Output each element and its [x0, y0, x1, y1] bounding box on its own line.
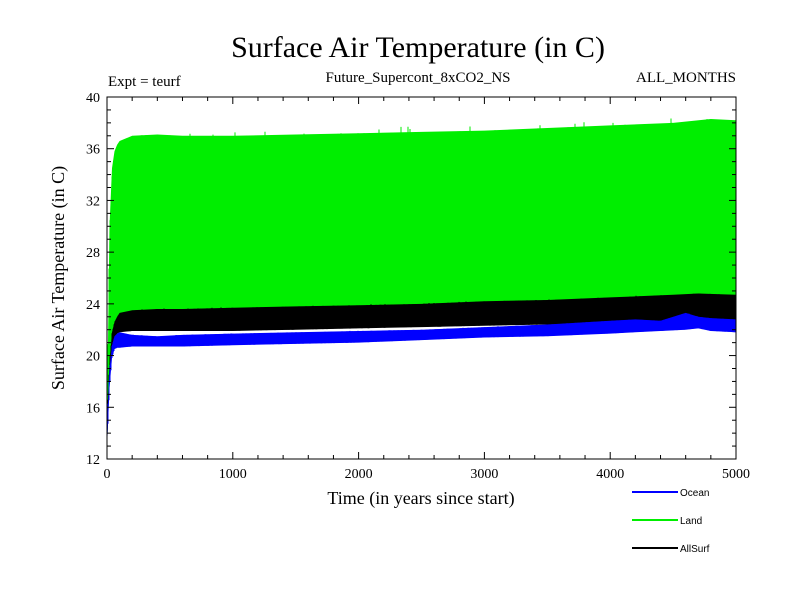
y-axis-label: Surface Air Temperature (in C) [48, 166, 69, 390]
x-axis-label: Time (in years since start) [327, 488, 514, 509]
y-tick-label: 20 [86, 350, 100, 365]
legend-label-ocean: Ocean [680, 488, 709, 499]
chart-title: Surface Air Temperature (in C) [231, 31, 605, 64]
axis-ticks-group: 0 1000 2000 3000 4000 5000 12 16 20 24 28 32 36 40 [86, 91, 750, 482]
series-ocean [106, 312, 737, 449]
y-tick-label: 28 [86, 246, 100, 261]
x-tick-label: 1000 [219, 467, 247, 482]
chart-subtitle-right: ALL_MONTHS [636, 70, 736, 86]
series-allsurf-trace [106, 293, 737, 447]
chart-subtitle-left: Expt = teurf [108, 74, 181, 90]
series-ocean-trace [106, 313, 737, 449]
legend: Ocean Land AllSurf [632, 488, 710, 555]
x-tick-label: 2000 [345, 467, 373, 482]
y-tick-label: 36 [86, 143, 100, 158]
y-tick-label: 12 [86, 453, 100, 468]
x-tick-label: 3000 [470, 467, 498, 482]
series-allsurf [106, 293, 737, 448]
series-land [106, 118, 737, 447]
plot-series-group [106, 118, 737, 449]
legend-label-land: Land [680, 516, 702, 527]
legend-label-allsurf: AllSurf [680, 544, 710, 555]
y-tick-label: 32 [86, 194, 100, 209]
x-tick-label: 5000 [722, 467, 750, 482]
series-land-trace [106, 118, 737, 446]
y-tick-label: 24 [86, 298, 100, 313]
y-tick-label: 40 [86, 91, 100, 106]
x-tick-label: 4000 [596, 467, 624, 482]
y-tick-label: 16 [86, 401, 100, 416]
chart-subtitle-center: Future_Supercont_8xCO2_NS [326, 70, 511, 86]
x-tick-label: 0 [104, 467, 111, 482]
